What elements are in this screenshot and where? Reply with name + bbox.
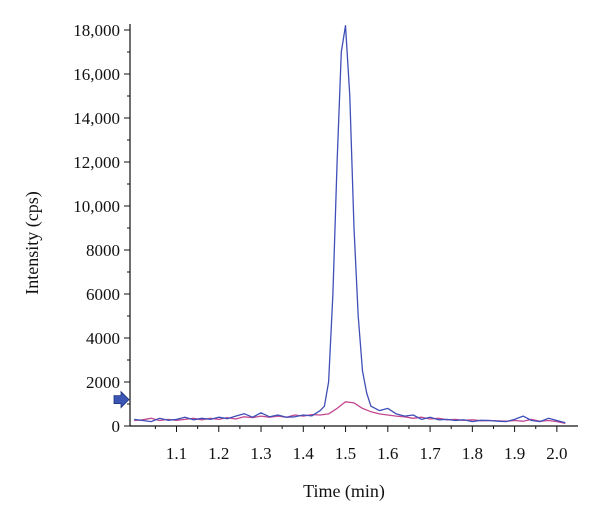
x-tick-label: 1.7 [419, 444, 441, 463]
y-tick-label: 14,000 [73, 109, 120, 128]
y-tick-label: 12,000 [73, 153, 120, 172]
x-axis-title: Time (min) [303, 481, 385, 502]
y-tick-label: 18,000 [73, 21, 120, 40]
x-tick-label: 1.5 [335, 444, 356, 463]
y-tick-label: 6000 [86, 285, 120, 304]
x-axis-ticks: 1.1 1.2 1.3 1.4 1.5 1.6 1.7 1.8 1.9 2.0 [154, 426, 567, 463]
series-line-2 [134, 401, 566, 425]
series-layer [134, 24, 566, 425]
y-tick-label: 16,000 [73, 65, 120, 84]
y-tick-label: 0 [112, 417, 121, 436]
y-axis-ticks: 0 2000 4000 6000 8000 10,000 12,000 14,000 16,00… [73, 21, 130, 436]
y-tick-label: 10,000 [73, 197, 120, 216]
x-tick-label: 1.4 [293, 444, 315, 463]
x-tick-label: 1.1 [166, 444, 187, 463]
y-tick-label: 8000 [86, 241, 120, 260]
series-line-1 [134, 24, 566, 424]
y-tick-label: 4000 [86, 329, 120, 348]
x-tick-label: 1.2 [208, 444, 229, 463]
y-tick-label: 2000 [86, 373, 120, 392]
x-tick-label: 1.6 [377, 444, 398, 463]
x-tick-label: 1.8 [462, 444, 483, 463]
x-tick-label: 1.3 [250, 444, 271, 463]
y-axis-title: Intensity (cps) [22, 191, 43, 294]
x-tick-label: 1.9 [504, 444, 525, 463]
x-tick-label: 2.0 [546, 444, 567, 463]
arrow-right-icon [113, 390, 130, 409]
